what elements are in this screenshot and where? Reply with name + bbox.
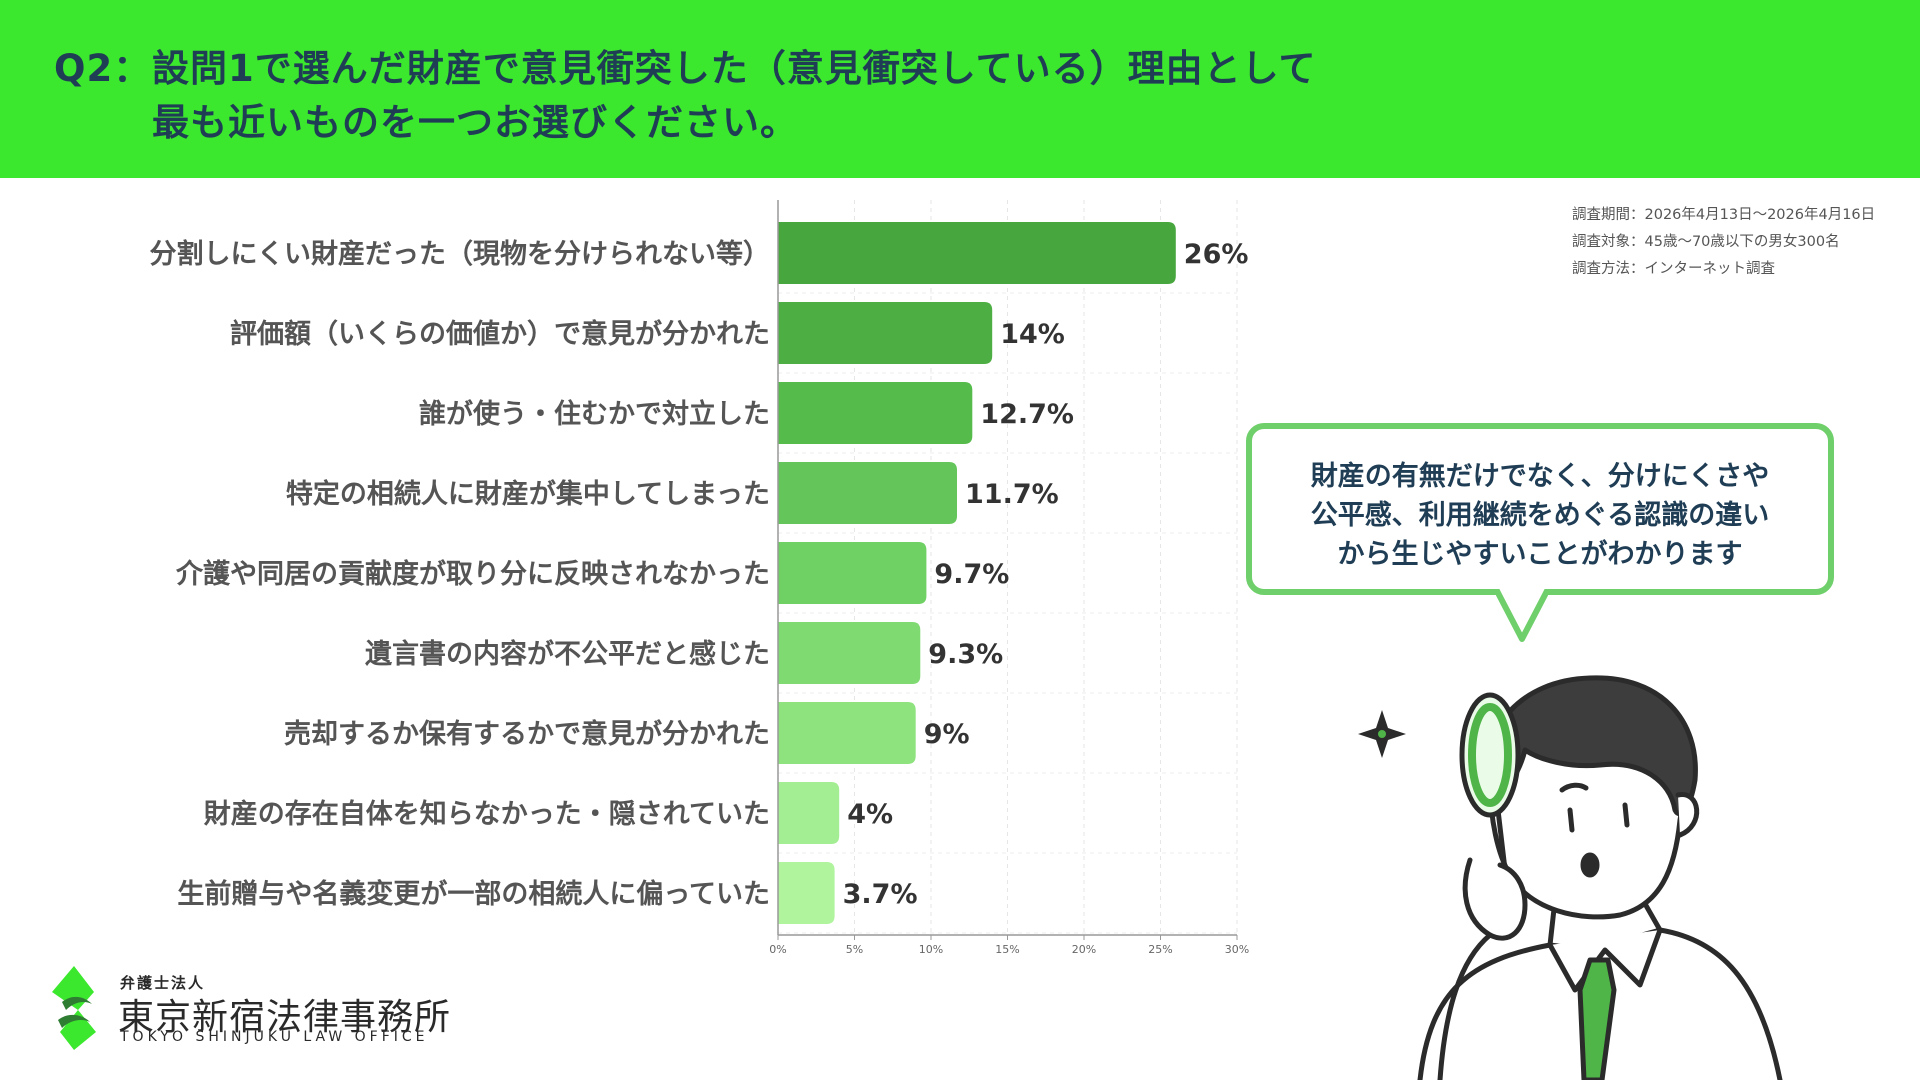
category-label: 分割しにくい財産だった（現物を分けられない等） bbox=[150, 238, 770, 270]
tie bbox=[1577, 957, 1617, 1080]
question-title-line-1: 設問1で選んだ財産で意見衝突した（意見衝突している）理由として bbox=[152, 47, 1317, 90]
logo-subtitle: 弁護士法人 bbox=[120, 974, 206, 992]
bubble-line: から生じやすいことがわかります bbox=[1337, 539, 1743, 570]
value-label: 9.7% bbox=[934, 559, 1009, 590]
value-label: 26% bbox=[1184, 239, 1249, 270]
bar bbox=[778, 702, 916, 764]
bubble-text: 財産の有無だけでなく、分けにくさや 公平感、利用継続をめぐる認識の違い から生じ… bbox=[1252, 457, 1828, 574]
chart-axis: 0% 5% 10% 15% 20% 25% 30% bbox=[769, 200, 1249, 956]
category-label: 特定の相続人に財産が集中してしまった bbox=[286, 478, 770, 510]
law-office-logo-icon bbox=[52, 966, 96, 1050]
bar bbox=[778, 622, 921, 684]
logo-name: 東京新宿法律事務所 bbox=[118, 997, 452, 1038]
bar-chart: 分割しにくい財産だった（現物を分けられない等） 26% 評価額（いくらの価値か）で意… bbox=[150, 200, 1249, 956]
x-tick-label: 5% bbox=[846, 943, 863, 956]
question-title-line-2: 最も近いものを一つお選びください。 bbox=[152, 101, 798, 144]
bar bbox=[778, 222, 1176, 284]
value-label: 11.7% bbox=[965, 479, 1059, 510]
value-label: 12.7% bbox=[980, 399, 1074, 430]
survey-info: 調査期間：2026年4月13日〜2026年4月16日 調査対象：45歳〜70歳以… bbox=[1572, 202, 1875, 283]
x-tick-label: 20% bbox=[1072, 943, 1096, 956]
x-tick-label: 10% bbox=[919, 943, 943, 956]
value-label: 9% bbox=[924, 719, 970, 750]
category-label: 誰が使う・住むかで対立した bbox=[419, 398, 770, 430]
value-label: 3.7% bbox=[843, 879, 918, 910]
question-number: Q2： bbox=[54, 47, 152, 90]
x-tick-label: 25% bbox=[1148, 943, 1172, 956]
category-label: 売却するか保有するかで意見が分かれた bbox=[284, 718, 770, 750]
bar bbox=[778, 382, 973, 444]
bubble-tail bbox=[1496, 589, 1548, 642]
x-tick-label: 30% bbox=[1225, 943, 1249, 956]
x-tick-label: 0% bbox=[769, 943, 786, 956]
magnifying-glass-icon bbox=[1459, 692, 1521, 898]
bar bbox=[778, 462, 958, 524]
investigator-illustration bbox=[1358, 675, 1783, 1080]
x-tick-label: 15% bbox=[995, 943, 1019, 956]
survey-target: 調査対象：45歳〜70歳以下の男女300名 bbox=[1572, 234, 1840, 250]
category-label: 生前贈与や名義変更が一部の相続人に偏っていた bbox=[177, 878, 770, 910]
bar bbox=[778, 782, 840, 844]
hand bbox=[1462, 857, 1528, 941]
bar bbox=[778, 862, 835, 924]
survey-period: 調査期間：2026年4月13日〜2026年4月16日 bbox=[1572, 207, 1876, 223]
header-banner: Q2： 設問1で選んだ財産で意見衝突した（意見衝突している）理由として 最も近い… bbox=[0, 0, 1920, 178]
value-label: 4% bbox=[847, 799, 893, 830]
category-label: 遺言書の内容が不公平だと感じた bbox=[365, 638, 770, 670]
bar bbox=[778, 302, 993, 364]
value-label: 9.3% bbox=[928, 639, 1003, 670]
chart-bars: 分割しにくい財産だった（現物を分けられない等） 26% 評価額（いくらの価値か）で意… bbox=[150, 222, 1249, 924]
survey-method: 調査方法：インターネット調査 bbox=[1572, 261, 1775, 277]
category-label: 財産の存在自体を知らなかった・隠されていた bbox=[204, 798, 770, 830]
category-label: 介護や同居の貢献度が取り分に反映されなかった bbox=[175, 558, 770, 590]
bubble-line: 公平感、利用継続をめぐる認識の違い bbox=[1310, 500, 1770, 531]
value-label: 14% bbox=[1000, 319, 1065, 350]
logo-english-name: TOKYO SHINJUKU LAW OFFICE bbox=[120, 1029, 429, 1045]
bar bbox=[778, 542, 927, 604]
category-label: 評価額（いくらの価値か）で意見が分かれた bbox=[230, 318, 770, 350]
comment-bubble: 財産の有無だけでなく、分けにくさや 公平感、利用継続をめぐる認識の違い から生じ… bbox=[1246, 423, 1834, 595]
bubble-line: 財産の有無だけでなく、分けにくさや bbox=[1310, 461, 1770, 492]
